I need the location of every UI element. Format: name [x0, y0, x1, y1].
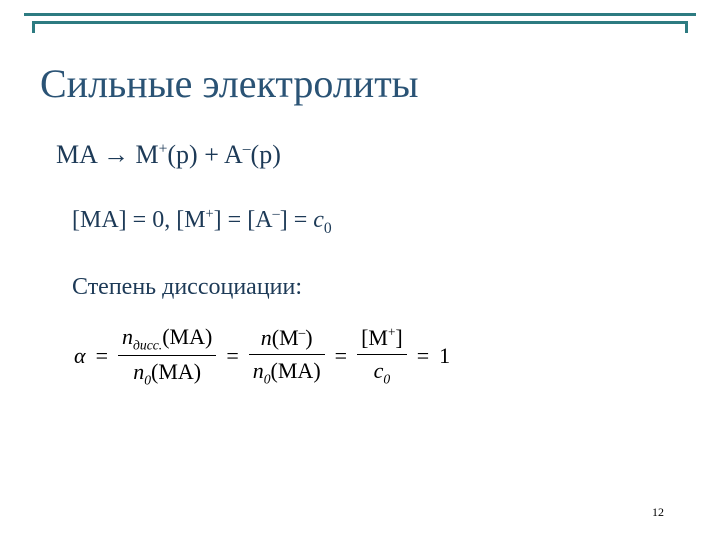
- eq-anion-charge: –: [243, 140, 251, 157]
- conc-m-base: [M: [176, 207, 205, 233]
- conc-c-sub: 0: [324, 220, 332, 237]
- conc-ma: [MA] = 0,: [72, 207, 176, 233]
- f1-den-arg: (MA): [151, 359, 201, 384]
- f1-den-n: n: [133, 359, 144, 384]
- equals-2: =: [222, 343, 242, 369]
- equals-3: =: [331, 343, 351, 369]
- degree-label: Степень диссоциации:: [72, 274, 680, 301]
- result-one: 1: [439, 343, 450, 369]
- f1-num-n: n: [122, 324, 133, 349]
- slide-content: MA → M+(р) + A–(р) [MA] = 0, [M+] = [A–]…: [56, 140, 680, 389]
- f2-den-n: n: [253, 358, 264, 383]
- f1-den-sub: 0: [144, 373, 151, 388]
- alpha-symbol: α: [74, 343, 86, 369]
- f3-den-c: c: [374, 358, 384, 383]
- f1-num-arg: (MA): [162, 324, 212, 349]
- dissociation-equation: MA → M+(р) + A–(р): [56, 140, 680, 170]
- f2-num-n: n: [261, 325, 272, 350]
- alpha-formula: α = nдисс.(MA) n0(MA) = n(M–) n0(MA) = […: [74, 323, 680, 389]
- eq-cation-base: M: [135, 140, 158, 169]
- equals-1: =: [92, 343, 112, 369]
- f2-den-arg: (MA): [271, 358, 321, 383]
- eq-plus: +: [198, 140, 224, 169]
- fraction-3: [M+] c0: [357, 324, 407, 387]
- f3-num-close: ]: [395, 325, 402, 350]
- conc-a-sup: –: [273, 206, 280, 222]
- equals-4: =: [413, 343, 433, 369]
- decorative-frame: [24, 13, 696, 27]
- concentration-equation: [MA] = 0, [M+] = [A–] = c0: [72, 206, 680, 238]
- page-number: 12: [652, 505, 664, 520]
- conc-m-tail: ] =: [214, 207, 248, 233]
- eq-arrow: →: [96, 140, 135, 169]
- f3-den-sub: 0: [383, 371, 390, 386]
- eq-anion-phase: (р): [251, 140, 281, 169]
- eq-lhs: MA: [56, 140, 96, 169]
- eq-cation-phase: (р): [167, 140, 197, 169]
- fraction-1: nдисс.(MA) n0(MA): [118, 323, 216, 389]
- conc-a-base: [A: [247, 207, 272, 233]
- f2-num-close: ): [305, 325, 312, 350]
- conc-m-sup: +: [206, 206, 214, 222]
- slide-title: Сильные электролиты: [40, 60, 419, 107]
- conc-c-var: c: [313, 207, 324, 233]
- f1-num-sub: дисс.: [133, 337, 162, 352]
- fraction-2: n(M–) n0(MA): [249, 324, 325, 387]
- eq-anion-base: A: [224, 140, 243, 169]
- conc-a-tail: ] =: [280, 207, 314, 233]
- f2-num-open: (M: [272, 325, 299, 350]
- f2-den-sub: 0: [264, 371, 271, 386]
- f3-num-open: [M: [361, 325, 388, 350]
